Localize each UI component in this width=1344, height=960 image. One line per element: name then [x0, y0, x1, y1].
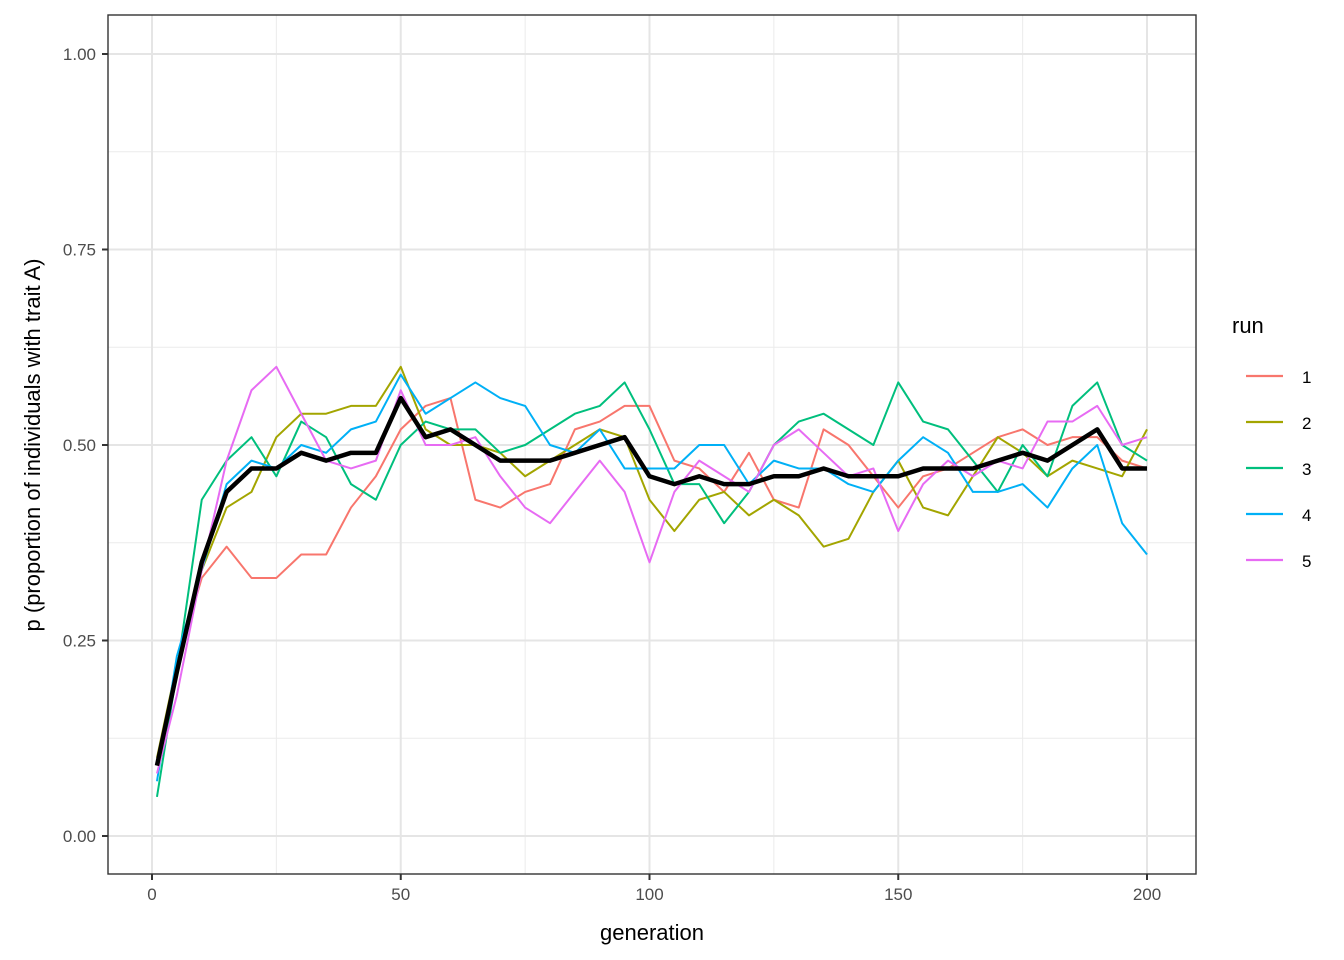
series-line-run-4 — [155, 373, 1148, 782]
y-tick-label: 0.00 — [63, 827, 96, 846]
series-line-run-2 — [155, 365, 1148, 759]
x-axis: 0 50 100 150 200 — [147, 874, 1161, 904]
legend-item-run-1: 1 — [1246, 368, 1311, 387]
legend-item-run-2: 2 — [1246, 414, 1311, 433]
legend-item-run-5: 5 — [1246, 552, 1311, 571]
y-tick-label: 0.25 — [63, 632, 96, 651]
legend-label: 1 — [1302, 368, 1311, 387]
legend-label: 3 — [1302, 460, 1311, 479]
x-tick-label: 0 — [147, 885, 156, 904]
legend-label: 2 — [1302, 414, 1311, 433]
x-axis-title: generation — [600, 920, 704, 945]
series-line-run-5 — [156, 365, 1148, 774]
legend-label: 4 — [1302, 506, 1311, 525]
legend-title: run — [1232, 313, 1264, 338]
legend-label: 5 — [1302, 552, 1311, 571]
y-tick-label: 1.00 — [63, 45, 96, 64]
x-tick-label: 150 — [884, 885, 912, 904]
series-lines — [154, 365, 1148, 798]
legend-item-run-3: 3 — [1246, 460, 1311, 479]
series-line-run-1 — [155, 397, 1148, 766]
x-tick-label: 200 — [1133, 885, 1161, 904]
x-tick-label: 50 — [391, 885, 410, 904]
y-tick-label: 0.75 — [63, 241, 96, 260]
legend: run 1 2 3 4 5 — [1232, 313, 1311, 571]
y-tick-label: 0.50 — [63, 436, 96, 455]
x-tick-label: 100 — [635, 885, 663, 904]
y-axis: 0.00 0.25 0.50 0.75 1.00 — [63, 45, 108, 846]
y-axis-title: p (proportion of individuals with trait … — [20, 259, 45, 632]
mean-line — [154, 395, 1147, 767]
legend-item-run-4: 4 — [1246, 506, 1311, 525]
